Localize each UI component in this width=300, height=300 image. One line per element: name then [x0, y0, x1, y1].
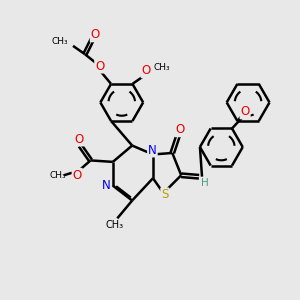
Text: H: H: [200, 178, 208, 188]
Text: CH₃: CH₃: [154, 63, 170, 72]
Text: CH₃: CH₃: [50, 171, 66, 180]
Text: O: O: [241, 105, 250, 119]
Text: N: N: [102, 179, 111, 192]
Text: O: O: [91, 28, 100, 41]
Text: CH₃: CH₃: [52, 37, 69, 46]
Text: O: O: [142, 64, 151, 77]
Text: O: O: [75, 133, 84, 146]
Text: S: S: [161, 188, 169, 201]
Text: O: O: [95, 60, 104, 73]
Text: O: O: [73, 169, 82, 182]
Text: N: N: [148, 143, 157, 157]
Text: CH₃: CH₃: [105, 220, 123, 230]
Text: O: O: [175, 123, 184, 136]
